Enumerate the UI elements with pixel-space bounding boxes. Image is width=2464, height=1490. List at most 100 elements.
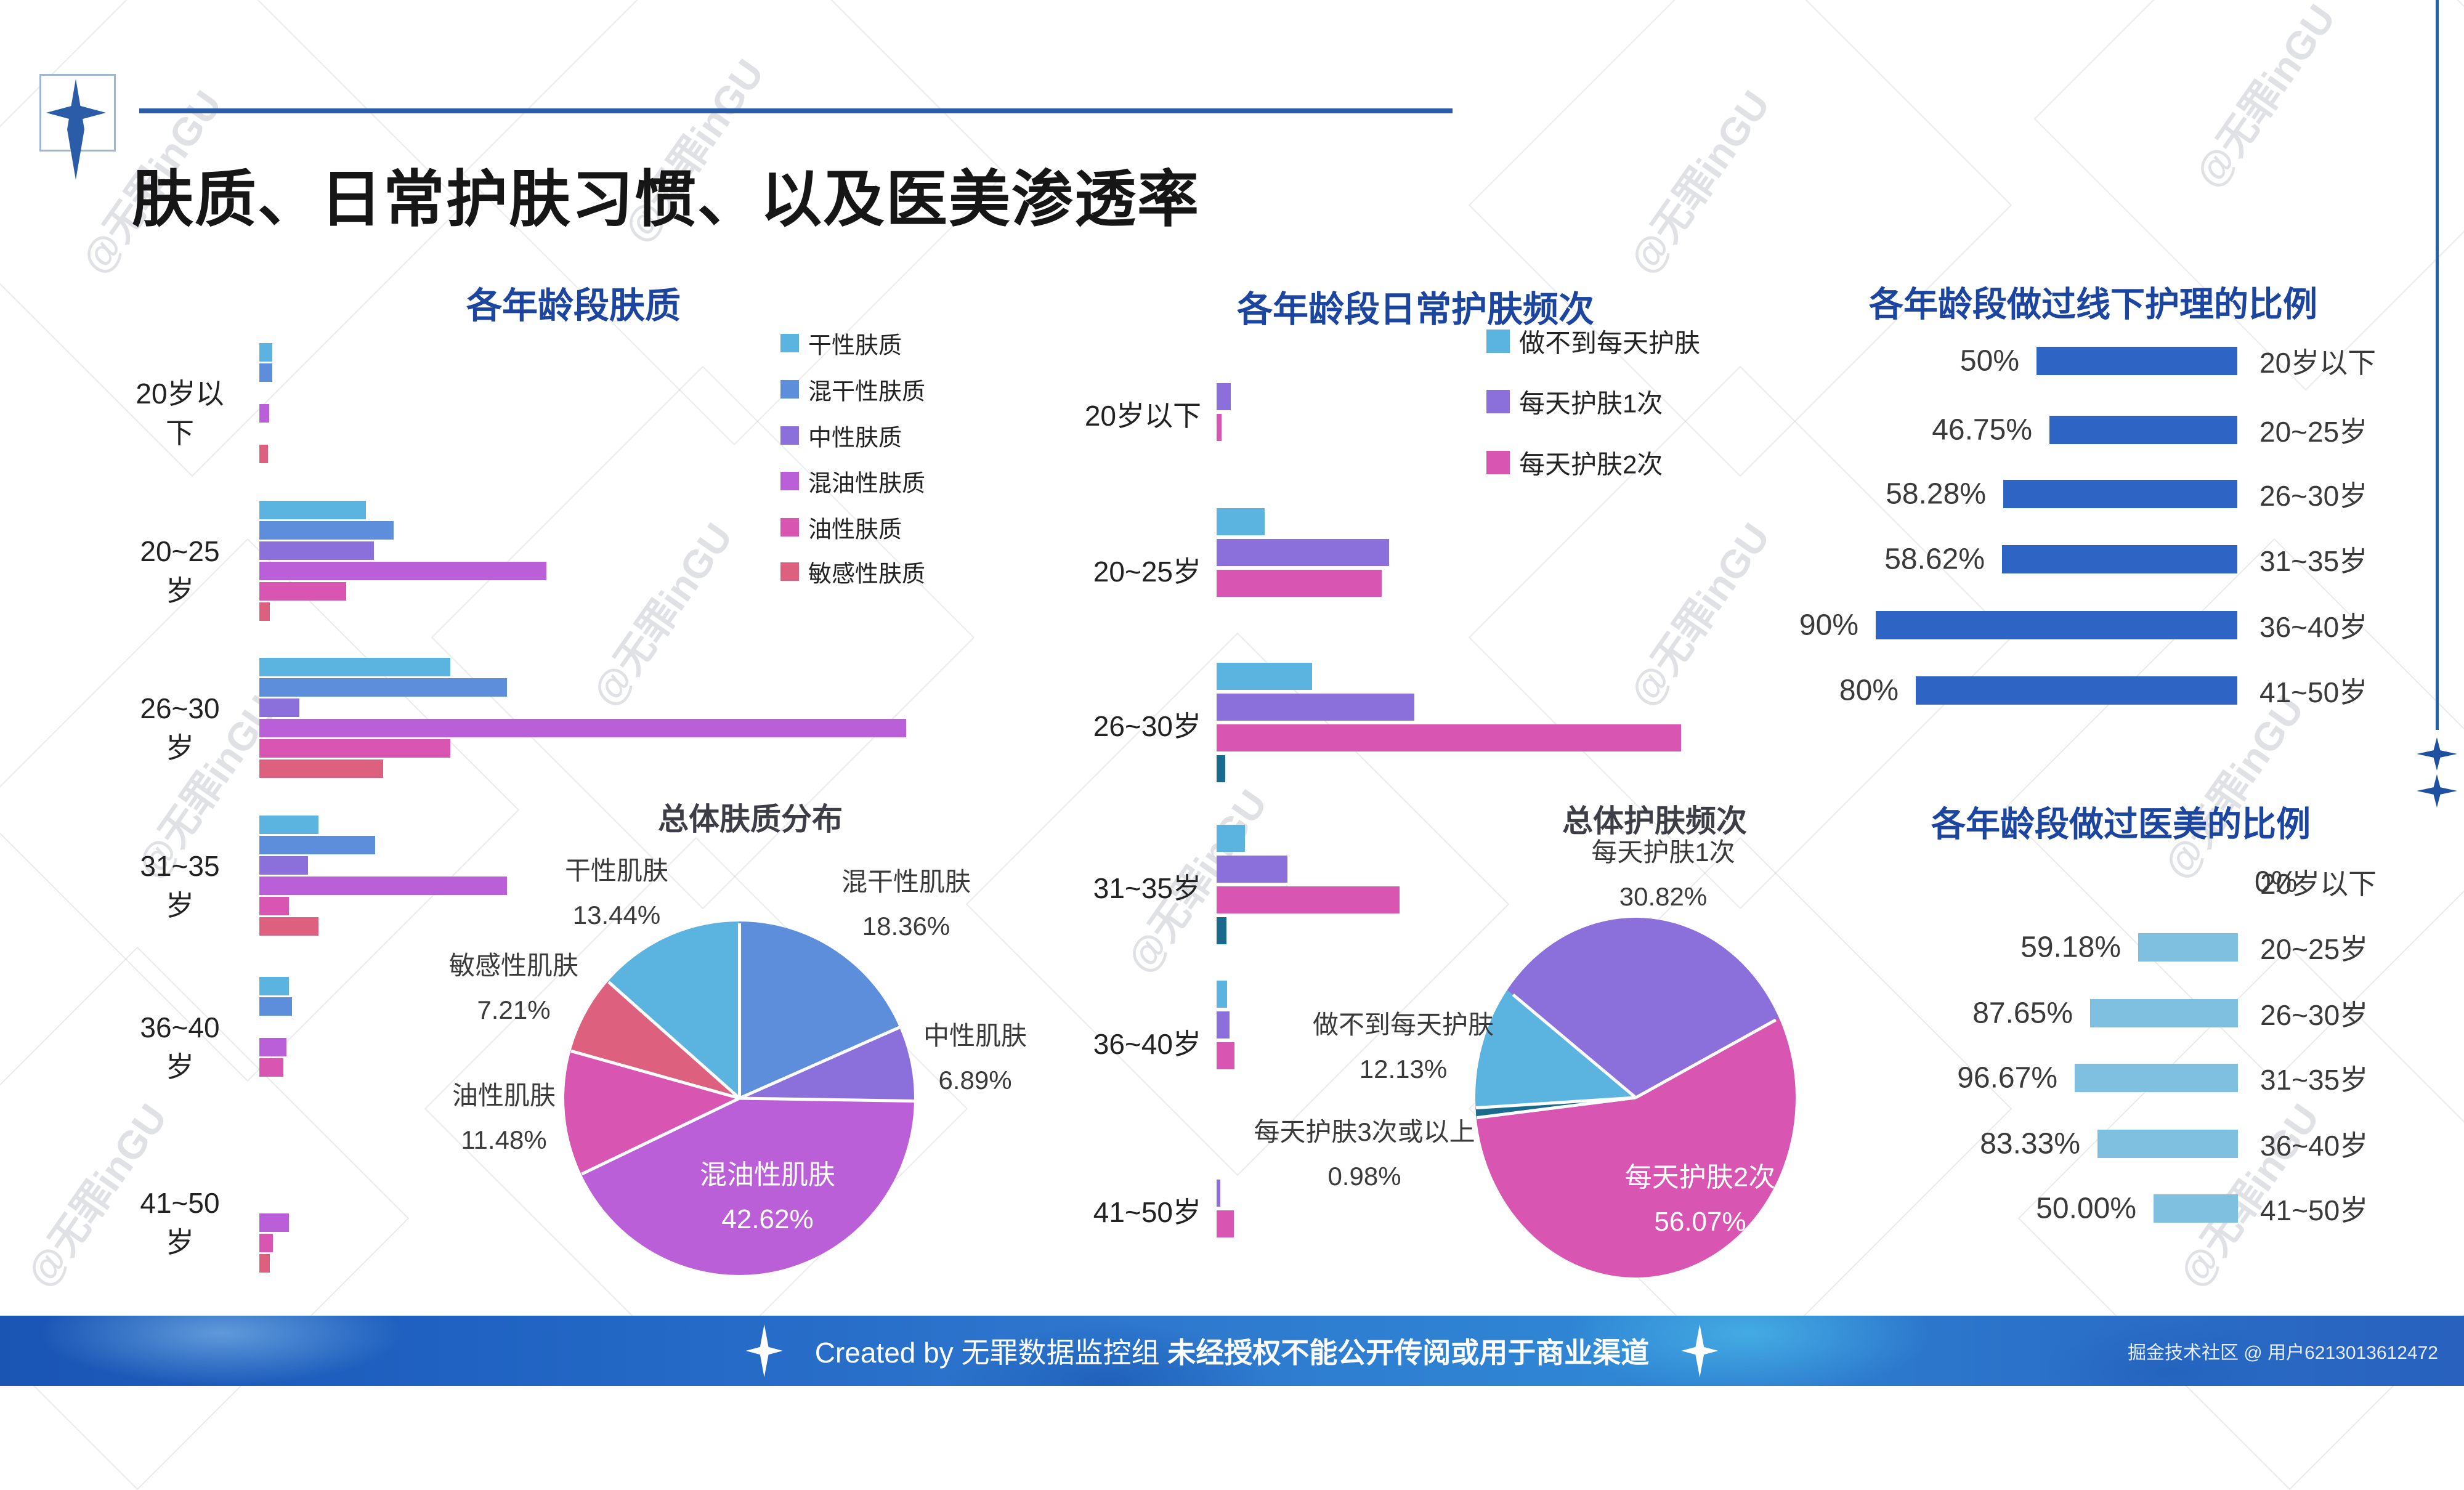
age-label: 26~30岁	[1093, 710, 1201, 742]
age-label: 41~50岁	[1093, 1196, 1201, 1228]
footer-bar: Created by 无罪数据监控组 未经授权不能公开传阅或用于商业渠道 掘金技…	[0, 1316, 2464, 1386]
bar-value-label: 59.18%	[2020, 931, 2121, 964]
bar	[1217, 1210, 1234, 1237]
age-label: 36~40岁	[1093, 1028, 1201, 1060]
chart-title: 各年龄段做过线下护理的比例	[1869, 285, 2317, 324]
legend-label: 混干性肤质	[808, 379, 926, 405]
bar	[259, 602, 270, 621]
bar	[1916, 676, 2237, 705]
bar	[259, 501, 366, 519]
footer-warning: 未经授权不能公开传阅或用于商业渠道	[1167, 1337, 1650, 1369]
pie-slice-label: 每天护肤3次或以上 0.98%	[1254, 1117, 1475, 1191]
pie-slice-label: 混油性肌肤 42.62%	[700, 1160, 835, 1234]
footer-text: Created by 无罪数据监控组 未经授权不能公开传阅或用于商业渠道	[815, 1330, 1650, 1371]
age-label: 31~35岁	[2259, 545, 2368, 577]
bar	[2138, 933, 2238, 962]
bar	[259, 917, 318, 936]
watermark-text: @无罪inGU	[2155, 687, 2313, 887]
legend-label: 每天护肤1次	[1519, 389, 1663, 418]
bar	[259, 997, 292, 1016]
legend-label: 中性肤质	[808, 425, 902, 451]
age-label: 36~40岁	[2259, 611, 2368, 643]
bar	[259, 836, 375, 854]
header-rule-line	[139, 108, 1453, 113]
bar	[1217, 383, 1231, 410]
bar	[259, 977, 289, 995]
watermark-text: @无罪inGU	[1621, 83, 1779, 282]
age-label-text: 31~35岁	[140, 850, 220, 921]
bar	[2036, 347, 2237, 375]
watermark-text: @无罪inGU	[2186, 0, 2344, 196]
legend-swatch	[780, 472, 799, 490]
legend-swatch	[1486, 451, 1510, 474]
bar	[259, 343, 272, 362]
bar-value-label: 58.62%	[1884, 543, 1985, 576]
age-label: 20~25岁	[2260, 933, 2369, 965]
bar	[2097, 1130, 2238, 1158]
footer-credit: 掘金技术社区 @ 用户6213013612472	[2127, 1343, 2438, 1363]
plus-star-icon	[745, 1324, 783, 1377]
bar-value-label: 50.00%	[2036, 1192, 2136, 1225]
age-label: 36~40岁	[2260, 1130, 2369, 1162]
legend-swatch	[780, 380, 799, 399]
bar	[1217, 694, 1414, 721]
bar	[259, 856, 308, 875]
bar	[259, 658, 450, 676]
age-label-text: 20岁以下	[136, 378, 224, 449]
watermark-diamond	[2033, 0, 2464, 391]
bar	[259, 541, 374, 560]
bar	[1217, 755, 1225, 782]
right-edge-line	[2436, 0, 2439, 730]
bar	[1217, 981, 1227, 1008]
age-label: 20岁以下	[2259, 347, 2377, 379]
page-title: 肤质、日常护肤习惯、以及医美渗透率	[132, 165, 1200, 234]
age-label: 41~50岁	[2259, 676, 2368, 708]
legend-label: 油性肤质	[808, 517, 902, 543]
legend-swatch	[1486, 390, 1510, 413]
bar	[259, 1234, 273, 1252]
plus-icon-h	[2417, 750, 2457, 758]
legend-swatch	[780, 334, 799, 352]
bar	[2075, 1064, 2238, 1092]
plus-icon-h	[2417, 787, 2457, 795]
bar-value-label: 87.65%	[1972, 997, 2073, 1030]
age-label: 31~35岁	[2260, 1064, 2369, 1096]
legend-swatch	[1486, 330, 1510, 353]
bar	[259, 1254, 270, 1273]
bar	[259, 562, 546, 580]
bar	[1217, 724, 1681, 751]
bar	[2090, 999, 2238, 1027]
bar	[259, 698, 299, 717]
age-label-text: 26~30岁	[140, 692, 220, 764]
bar	[259, 363, 272, 382]
watermark-text: @无罪inGU	[1621, 515, 1779, 715]
age-label: 20~25岁	[2259, 416, 2368, 448]
bar	[1217, 825, 1245, 852]
pie-slice-label: 敏感性肌肤 7.21%	[448, 951, 579, 1024]
pie-slice-label: 中性肌肤 6.89%	[923, 1021, 1027, 1095]
legend-swatch	[780, 426, 799, 445]
bar	[1217, 663, 1312, 690]
legend-label: 敏感性肤质	[808, 561, 926, 588]
pie	[1475, 918, 1796, 1277]
bar	[259, 445, 268, 463]
plus-icon	[2417, 737, 2457, 771]
bar	[1217, 886, 1400, 913]
bar	[1876, 611, 2237, 639]
legend-swatch	[780, 562, 799, 581]
bar	[1217, 1180, 1220, 1207]
age-label: 20岁以下	[1084, 400, 1201, 432]
bar	[259, 582, 346, 601]
pie-slice-label: 混干性肌肤 18.36%	[841, 867, 971, 941]
pie-title: 总体护肤频次	[1562, 804, 1747, 838]
pie-separator	[737, 923, 741, 1098]
pie-slice-label: 每天护肤1次 30.82%	[1591, 838, 1735, 911]
bar	[1217, 570, 1382, 597]
bar-value-label: 90%	[1799, 609, 1858, 642]
bar	[259, 816, 318, 834]
age-label: 20~25岁	[78, 532, 282, 610]
bar	[1217, 539, 1389, 566]
bar	[2154, 1194, 2238, 1223]
pie-slice-label: 每天护肤2次 56.07%	[1624, 1162, 1776, 1237]
pie-slice-label: 干性肌肤 13.44%	[564, 856, 669, 929]
